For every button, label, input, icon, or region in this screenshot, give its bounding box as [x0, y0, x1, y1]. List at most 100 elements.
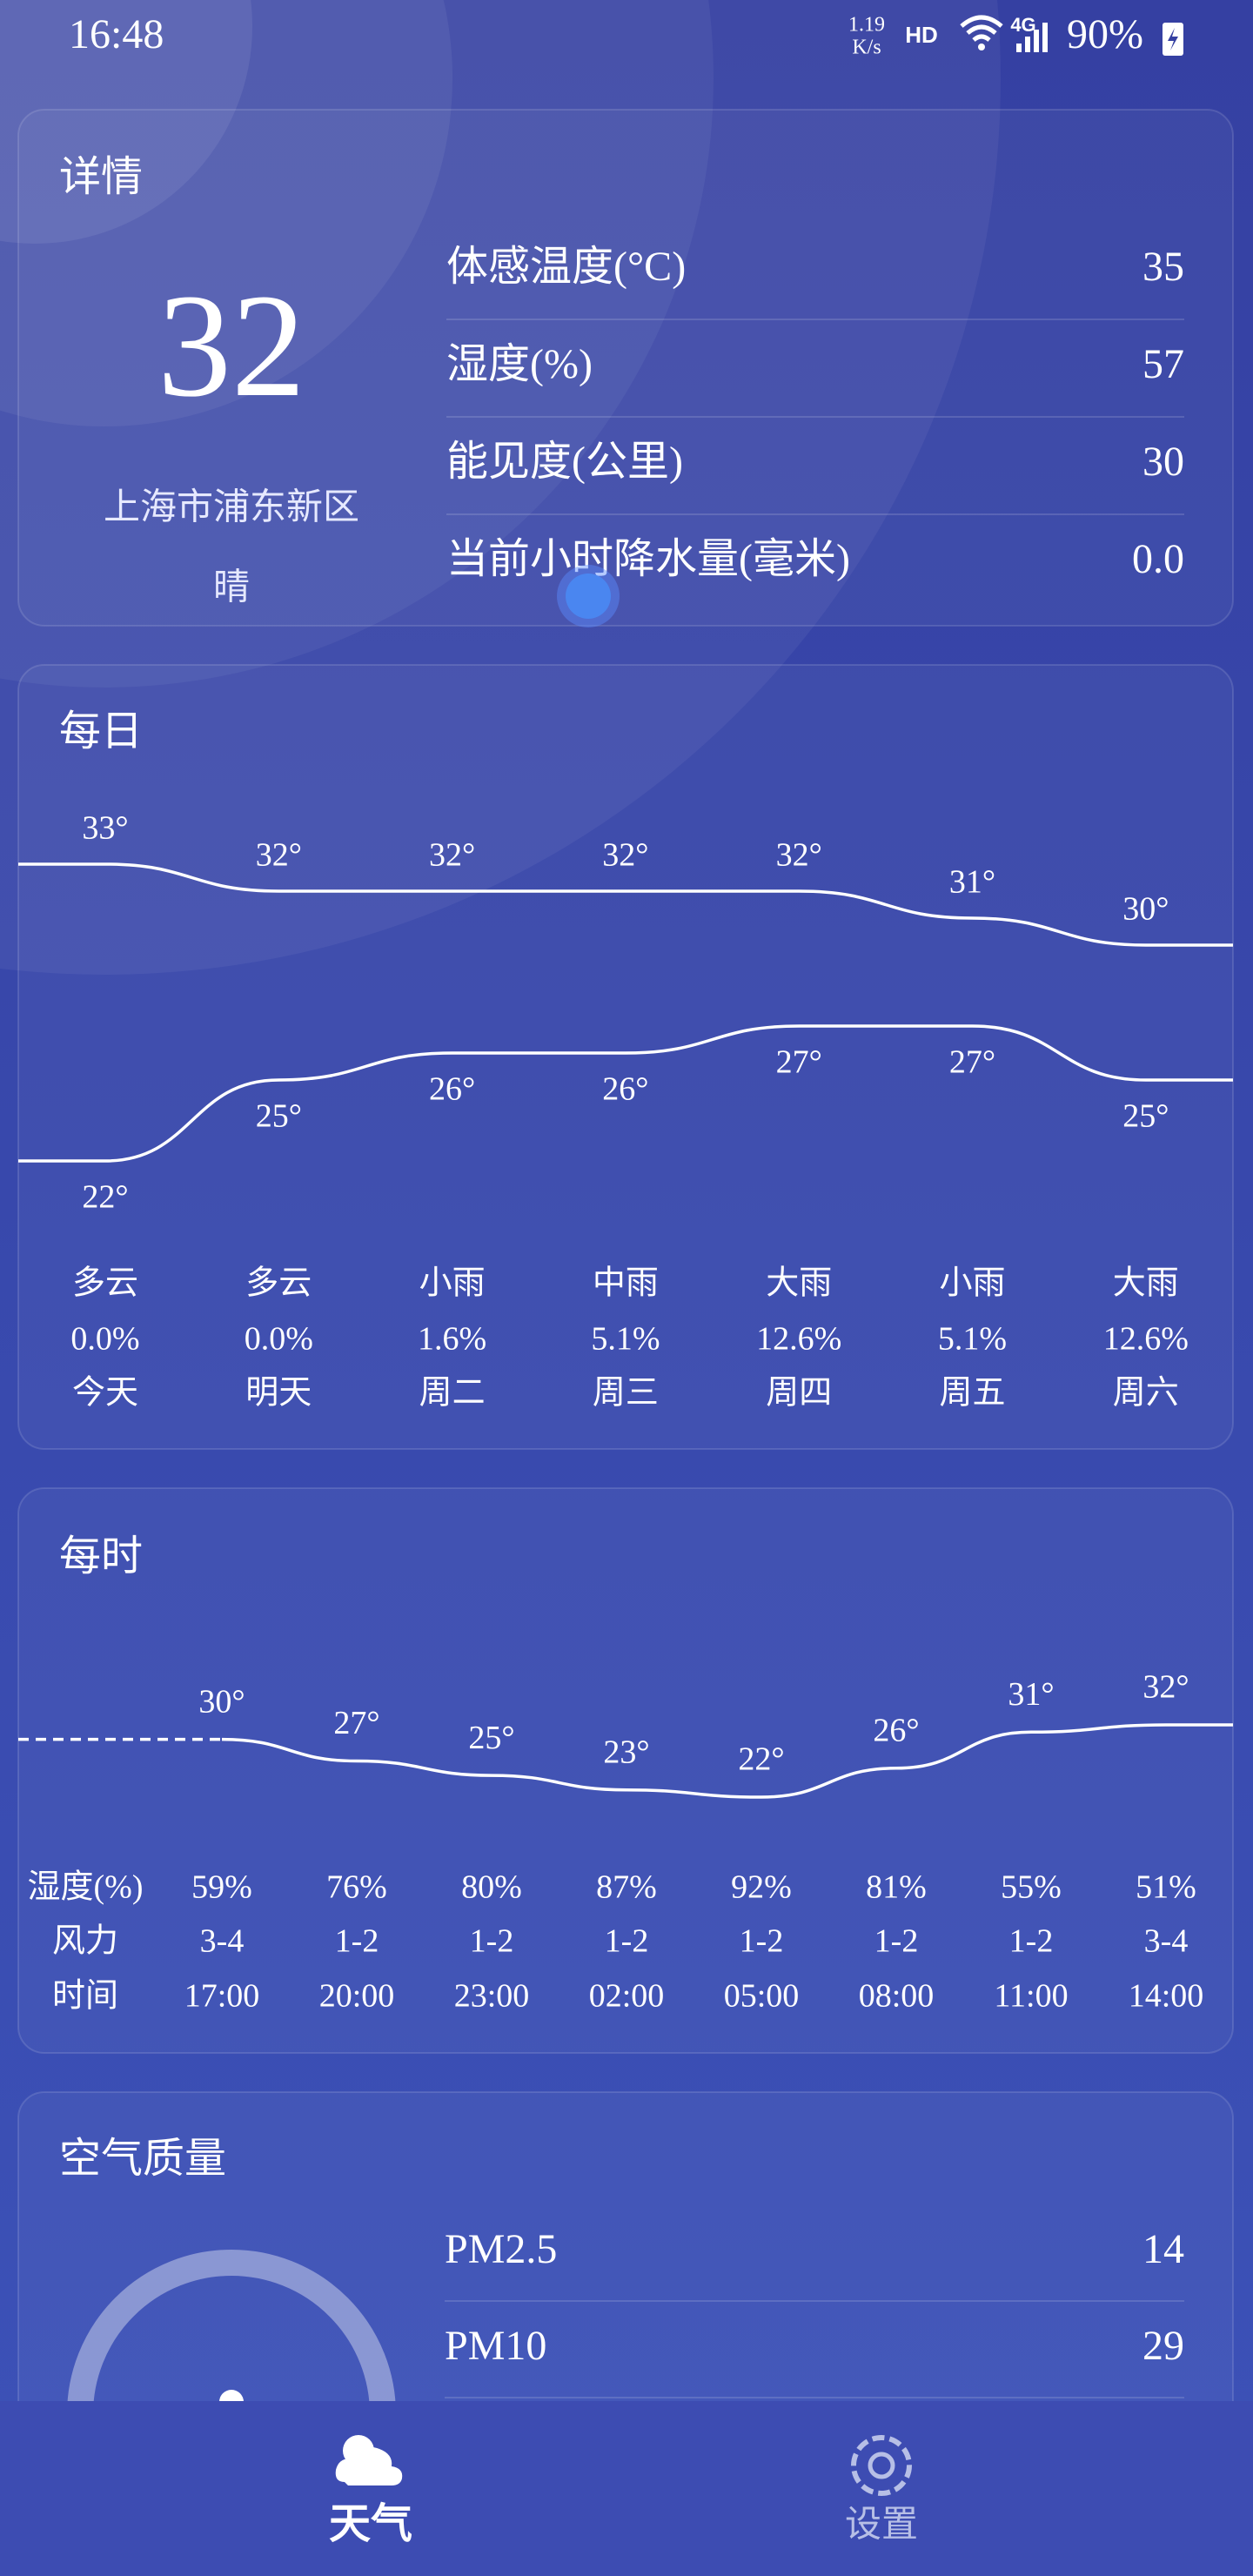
temp-label: 26°: [602, 1071, 648, 1108]
condition: 大雨: [1113, 1265, 1179, 1302]
temp-label: 25°: [1122, 1098, 1169, 1135]
nav-weather[interactable]: 天气: [329, 2435, 412, 2547]
bottom-nav: [0, 2401, 1253, 2576]
net-speed: 1.19: [848, 14, 885, 37]
day: 周五: [939, 1375, 1005, 1412]
wind: 1-2: [335, 1923, 379, 1960]
row-label: 时间: [52, 1978, 118, 2015]
temp-label: 22°: [82, 1179, 128, 1216]
time: 20:00: [319, 1978, 395, 2015]
wind: 1-2: [740, 1923, 784, 1960]
day: 周六: [1113, 1375, 1179, 1412]
day: 周三: [593, 1375, 659, 1412]
network-type: 4G: [1010, 14, 1035, 36]
decor-circle: [0, 0, 452, 426]
row-label: 湿度(%): [28, 1869, 144, 1906]
time: 08:00: [859, 1978, 935, 2015]
day: 明天: [245, 1375, 312, 1412]
time: 02:00: [589, 1978, 665, 2015]
hourly-card: [17, 1487, 1234, 2054]
wind: 1-2: [1009, 1923, 1054, 1960]
temp-label: 32°: [256, 837, 302, 874]
temp-label: 33°: [82, 810, 128, 847]
temp-label: 32°: [429, 837, 475, 874]
detail-rows: 体感温度(°C) 35 湿度(%) 57 能见度(公里) 30 当前小时降水量(毫米) 0.0: [446, 244, 1184, 582]
temp-label: 30°: [1122, 891, 1169, 928]
location: 上海市浦东新区: [104, 487, 359, 528]
daily-chart: 33° 32° 32° 32° 32° 31° 30° 22° 25° 26° 26° 27° 27° 2…: [18, 810, 1233, 1412]
temp-label: 25°: [468, 1720, 514, 1756]
charging-icon: [1168, 28, 1178, 50]
time: 14:00: [1129, 1978, 1204, 2015]
signal-icon: [1016, 23, 1048, 52]
current-temperature: 32: [157, 264, 305, 427]
air-label: PM2.5: [445, 2226, 557, 2272]
humidity: 80%: [461, 1869, 522, 1906]
temp-label: 23°: [603, 1734, 649, 1770]
temp-label: 27°: [333, 1705, 379, 1741]
daily-card: [17, 664, 1234, 1450]
temp-label: 27°: [776, 1044, 822, 1081]
condition: 多云: [245, 1265, 312, 1302]
humidity: 92%: [731, 1869, 792, 1906]
low-line: [18, 1024, 1233, 1163]
detail-value: 35: [1142, 244, 1184, 290]
wind: 3-4: [1144, 1923, 1189, 1960]
temp-label: 31°: [949, 864, 995, 901]
wind: 1-2: [874, 1923, 919, 1960]
decor-circle: [0, 0, 252, 244]
gear-icon: [868, 2452, 895, 2479]
temp-line: [221, 1723, 1233, 1799]
section-title: 详情: [59, 154, 143, 200]
day: 周四: [766, 1375, 832, 1412]
condition: 大雨: [766, 1265, 832, 1302]
temp-label: 26°: [429, 1071, 475, 1108]
condition: 小雨: [939, 1265, 1005, 1302]
time: 05:00: [724, 1978, 800, 2015]
detail-label: 体感温度(°C): [446, 244, 686, 290]
status-bar: 16:48 1.19 K/s HD 4G 90%: [69, 11, 1183, 59]
wind: 1-2: [605, 1923, 649, 1960]
nav-label[interactable]: 天气: [329, 2501, 412, 2547]
detail-value: 0.0: [1132, 536, 1184, 582]
air-rows: PM2.5 14 PM10 29: [445, 2226, 1184, 2398]
precipitation: 12.6%: [756, 1321, 841, 1358]
temp-label: 26°: [873, 1713, 919, 1749]
nav-settings[interactable]: 设置: [845, 2435, 918, 2546]
temp-label: 27°: [949, 1044, 995, 1081]
detail-value: 57: [1142, 341, 1184, 387]
air-value: 14: [1142, 2226, 1184, 2272]
condition: 小雨: [419, 1265, 486, 1302]
decor-circle: [0, 0, 714, 688]
precipitation: 1.6%: [418, 1321, 486, 1358]
temp-label: 25°: [256, 1098, 302, 1135]
humidity: 87%: [596, 1869, 657, 1906]
net-speed-unit: K/s: [852, 37, 881, 59]
clock: 16:48: [69, 11, 164, 57]
air-label: PM10: [445, 2323, 546, 2369]
precipitation: 0.0%: [70, 1321, 139, 1358]
nav-label[interactable]: 设置: [845, 2506, 918, 2546]
time: 23:00: [454, 1978, 530, 2015]
battery-level: 90%: [1067, 11, 1143, 57]
detail-value: 30: [1142, 439, 1184, 485]
detail-label: 能见度(公里): [446, 439, 683, 485]
section-title: 每时: [59, 1533, 143, 1580]
row-label: 风力: [52, 1923, 118, 1960]
gear-icon: [851, 2435, 912, 2496]
temp-label: 32°: [602, 837, 648, 874]
touch-indicator: [566, 574, 611, 619]
air-value: 29: [1142, 2323, 1184, 2369]
cloud-icon: [335, 2446, 403, 2485]
section-title: 每日: [59, 708, 143, 755]
humidity: 81%: [866, 1869, 927, 1906]
temp-label: 22°: [738, 1741, 784, 1778]
section-title: 空气质量: [59, 2136, 226, 2182]
detail-label: 当前小时降水量(毫米): [446, 536, 850, 582]
precipitation: 0.0%: [245, 1321, 313, 1358]
temp-label: 31°: [1008, 1676, 1054, 1713]
